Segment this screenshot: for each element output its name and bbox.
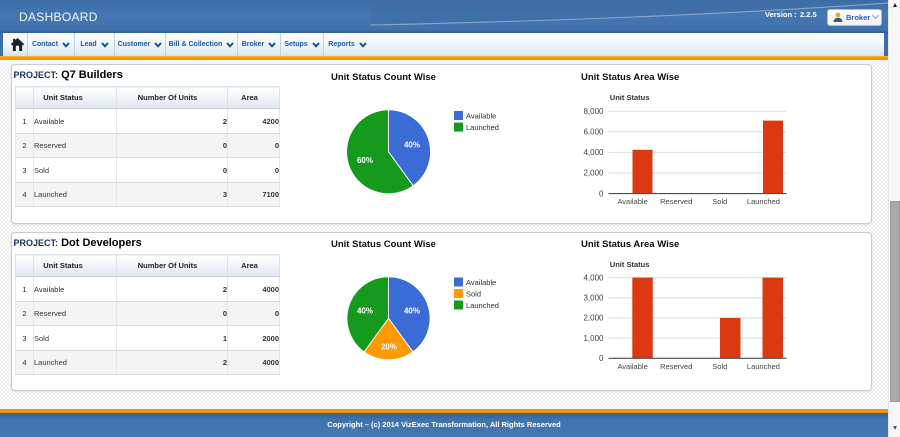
svg-text:Launched: Launched (747, 362, 780, 371)
svg-text:Reserved: Reserved (660, 362, 692, 371)
svg-text:Unit Status Count Wise: Unit Status Count Wise (331, 239, 436, 250)
svg-text:40%: 40% (404, 307, 420, 316)
svg-text:Sold: Sold (712, 362, 727, 371)
svg-text:Reserved: Reserved (660, 197, 692, 206)
svg-text:Unit Status Count Wise: Unit Status Count Wise (331, 72, 436, 83)
svg-text:40%: 40% (357, 307, 373, 316)
svg-text:4,000: 4,000 (583, 273, 604, 282)
svg-text:Launched: Launched (466, 123, 499, 132)
svg-text:Launched: Launched (747, 197, 780, 206)
svg-text:Sold: Sold (712, 197, 727, 206)
svg-text:20%: 20% (381, 343, 397, 352)
svg-text:40%: 40% (404, 141, 420, 150)
svg-text:2,000: 2,000 (583, 314, 604, 323)
svg-text:Available: Available (617, 362, 647, 371)
svg-text:8,000: 8,000 (583, 107, 604, 116)
svg-text:6,000: 6,000 (583, 128, 604, 137)
svg-text:0: 0 (599, 354, 604, 363)
svg-text:60%: 60% (357, 156, 373, 165)
svg-text:1,000: 1,000 (583, 334, 604, 343)
svg-text:Available: Available (466, 112, 496, 121)
svg-text:Available: Available (466, 278, 496, 287)
svg-text:2,000: 2,000 (583, 169, 604, 178)
svg-text:Sold: Sold (466, 290, 481, 299)
svg-text:4,000: 4,000 (583, 148, 604, 157)
svg-text:0: 0 (599, 189, 604, 198)
svg-text:Unit Status Area Wise: Unit Status Area Wise (581, 239, 679, 250)
svg-text:Launched: Launched (466, 301, 499, 310)
svg-text:Available: Available (617, 197, 647, 206)
svg-text:3,000: 3,000 (583, 294, 604, 303)
svg-text:Unit Status: Unit Status (610, 260, 650, 269)
svg-text:Unit Status Area Wise: Unit Status Area Wise (581, 72, 679, 83)
svg-text:Unit Status: Unit Status (610, 93, 650, 102)
